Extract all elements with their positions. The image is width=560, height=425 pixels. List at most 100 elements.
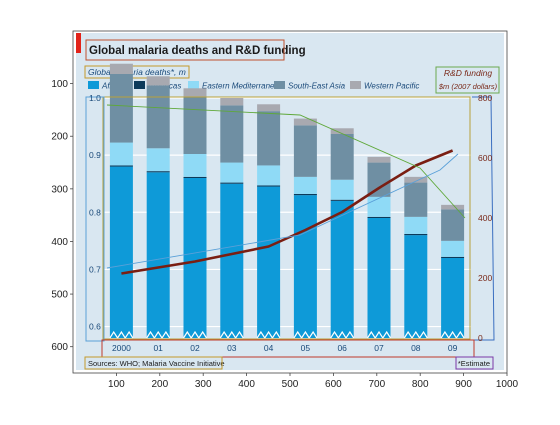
- outer-x-tick-6: 700: [368, 379, 385, 390]
- right-axis-title: R&D funding: [444, 68, 492, 78]
- bar-01-1: [146, 171, 170, 173]
- left-axis-ticks: 1.0 0.9 0.8 0.7 0.6: [89, 93, 101, 332]
- bar-02-4: [183, 88, 207, 97]
- legend-swatch-0: [88, 81, 99, 89]
- outer-x-tick-1: 200: [151, 379, 168, 390]
- bar-08-1: [404, 234, 428, 236]
- bar-06-0: [330, 200, 354, 338]
- bar-2000-4: [109, 63, 133, 74]
- right-axis-outline: [472, 96, 495, 341]
- outer-y-tick-3: 400: [51, 237, 68, 248]
- legend-label-2: Eastern Mediterranean: [202, 82, 284, 91]
- bar-03-2: [220, 162, 244, 183]
- bar-05-1: [293, 194, 317, 196]
- right-axis-subtitle: $m (2007 dollars): [438, 82, 498, 91]
- bar-03-4: [220, 98, 244, 106]
- outer-x-tick-0: 100: [108, 379, 125, 390]
- bar-02-2: [183, 154, 207, 177]
- axis-break-6: [330, 330, 355, 340]
- category-tick-0: 2000: [112, 343, 131, 353]
- bars: [109, 63, 465, 340]
- outer-y-tick-0: 100: [51, 79, 68, 90]
- bar-06-3: [330, 134, 354, 180]
- right-tick-4: 0: [478, 333, 483, 343]
- right-axis-title-outline: [435, 66, 500, 94]
- bar-01-0: [146, 172, 170, 338]
- bar-06-2: [330, 179, 354, 200]
- axis-break-8: [403, 330, 428, 340]
- axis-break-1: [146, 330, 171, 340]
- outer-x-tick-7: 800: [412, 379, 429, 390]
- footnote-outline: [455, 356, 494, 370]
- bar-03-1: [220, 182, 244, 184]
- left-tick-2: 0.8: [89, 207, 101, 217]
- right-tick-1: 600: [478, 153, 492, 163]
- axis-break-4: [256, 330, 281, 340]
- category-tick-3: 03: [227, 343, 237, 353]
- axis-break-5: [293, 330, 318, 340]
- bar-01-2: [146, 148, 170, 172]
- right-tick-3: 200: [478, 273, 492, 283]
- legend-swatch-4: [350, 81, 361, 89]
- line-series-0: [121, 149, 454, 275]
- bar-04-2: [257, 165, 281, 186]
- bar-04-4: [257, 104, 281, 112]
- bar-2000-3: [109, 74, 133, 143]
- source-outline: [84, 356, 223, 370]
- outer-y-axis: 100 200 300 400 500 600: [51, 79, 73, 353]
- bar-07-2: [367, 196, 391, 217]
- legend-swatch-2: [188, 81, 199, 89]
- category-ticks: 2000 01 02 03 04 05 06 07 08 09: [112, 343, 458, 353]
- outer-x-tick-8: 900: [455, 379, 472, 390]
- bar-05-3: [293, 125, 317, 177]
- axis-break-2: [182, 330, 208, 340]
- bar-09-3: [441, 209, 465, 241]
- left-tick-1: 0.9: [89, 150, 101, 160]
- bar-07-0: [367, 218, 391, 338]
- category-tick-4: 04: [264, 343, 274, 353]
- bar-04-3: [257, 111, 281, 166]
- left-tick-3: 0.7: [89, 264, 101, 274]
- bar-09-0: [441, 258, 465, 338]
- left-tick-0: 1.0: [89, 93, 101, 103]
- bar-2000-1: [109, 165, 133, 167]
- bar-08-2: [404, 216, 428, 234]
- bar-08-4: [404, 176, 428, 183]
- category-tick-5: 05: [301, 343, 311, 353]
- source-note: Sources: WHO; Malaria Vaccine Initiative: [88, 359, 225, 368]
- bar-04-0: [257, 186, 281, 338]
- chart-title: Global malaria deaths and R&D funding: [89, 45, 306, 57]
- bar-07-1: [367, 216, 391, 218]
- bar-03-3: [220, 105, 244, 163]
- accent-red-tab: [76, 33, 81, 53]
- outer-y-tick-5: 600: [51, 342, 68, 353]
- legend-swatch-1: [134, 81, 145, 89]
- legend-label-4: Western Pacific: [364, 82, 419, 91]
- bar-09-4: [441, 204, 465, 210]
- outer-x-tick-3: 400: [238, 379, 255, 390]
- bar-01-4: [146, 76, 170, 86]
- outer-x-tick-4: 500: [282, 379, 299, 390]
- category-axis-outline: [101, 339, 475, 358]
- bar-2000-0: [109, 166, 133, 338]
- footnote: *Estimate: [458, 359, 490, 368]
- right-axis-ticks: 800 600 400 200 0: [478, 93, 492, 343]
- outer-y-tick-4: 500: [51, 290, 68, 301]
- axis-break-7: [366, 330, 392, 340]
- legend-label-3: South-East Asia: [288, 82, 346, 91]
- bar-04-1: [257, 185, 281, 187]
- chart-subtitle: Global malaria deaths*, m: [88, 67, 186, 77]
- bar-07-4: [367, 156, 391, 163]
- bar-05-0: [293, 195, 317, 338]
- left-tick-4: 0.6: [89, 322, 101, 332]
- outer-x-axis: 100 200 300 400 500 600 700 800 900 1000: [108, 373, 519, 390]
- category-tick-7: 07: [374, 343, 384, 353]
- bar-08-0: [404, 235, 428, 338]
- outer-x-tick-5: 600: [325, 379, 342, 390]
- axis-break-0: [109, 330, 134, 340]
- bar-2000-2: [109, 142, 133, 166]
- title-outline: [85, 39, 285, 61]
- category-tick-6: 06: [337, 343, 347, 353]
- legend-swatch-3: [274, 81, 285, 89]
